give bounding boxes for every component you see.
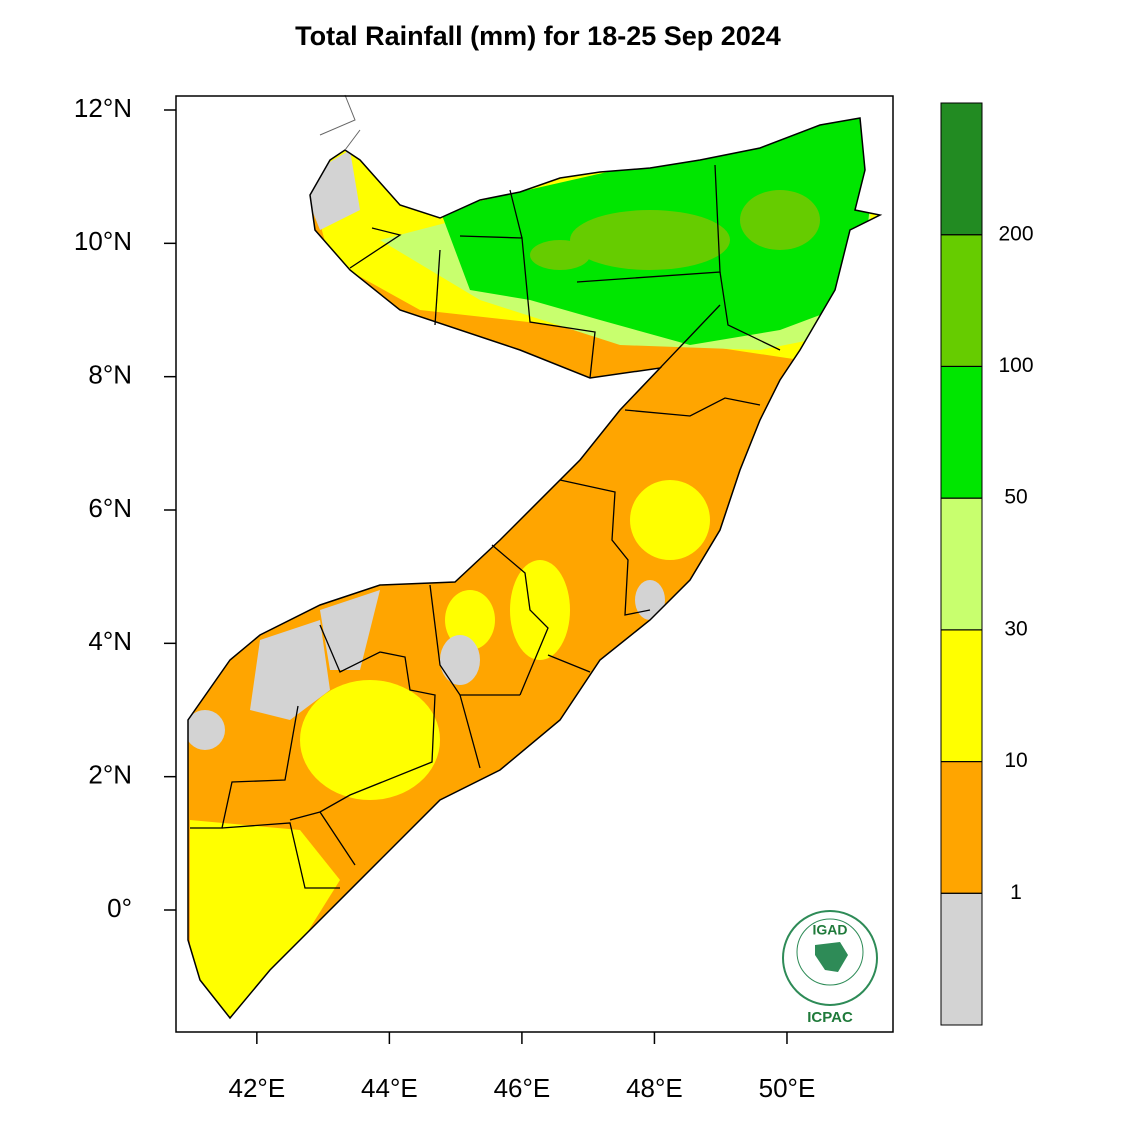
y-tick-label: 6°N [88, 493, 132, 523]
y-tick-label: 12°N [74, 93, 132, 123]
colorbar-label: 10 [1004, 749, 1027, 772]
y-tick-label: 2°N [88, 760, 132, 790]
x-tick-label: 44°E [361, 1073, 418, 1103]
x-tick-label: 50°E [759, 1073, 816, 1103]
colorbar-label: 200 [998, 222, 1033, 245]
y-tick-label: 4°N [88, 626, 132, 656]
colorbar-bin [940, 629, 983, 763]
x-tick-label: 48°E [626, 1073, 683, 1103]
logo-bottom: ICPAC [807, 1009, 853, 1026]
neighbor-border [319, 94, 361, 151]
y-tick-label: 0° [107, 893, 132, 923]
plot-frame [175, 95, 894, 1033]
colorbar-label: 30 [1004, 617, 1027, 640]
colorbar-bin [940, 234, 983, 367]
colorbar-bin [940, 497, 983, 631]
colorbar-bin [940, 102, 983, 236]
colorbar-label: 100 [998, 354, 1033, 377]
coastline [187, 117, 883, 1020]
x-tick-label: 42°E [229, 1073, 286, 1103]
logo-inner [796, 918, 864, 986]
title: Total Rainfall (mm) for 18-25 Sep 2024 [295, 21, 781, 51]
logo-africa [815, 942, 848, 972]
y-tick-label: 8°N [88, 360, 132, 390]
logo: IGAD ICPAC [782, 910, 878, 1026]
colorbar-label: 1 [1010, 881, 1022, 904]
logo-top: IGAD [813, 922, 848, 938]
colorbar-bin [940, 892, 983, 1026]
colorbar-bin [940, 761, 983, 894]
colorbar-bin [940, 365, 983, 499]
x-tick-label: 46°E [494, 1073, 551, 1103]
admin-borders [190, 164, 781, 889]
rainfall-field [188, 118, 880, 1018]
y-tick-label: 10°N [74, 226, 132, 256]
colorbar-label: 50 [1004, 486, 1027, 509]
